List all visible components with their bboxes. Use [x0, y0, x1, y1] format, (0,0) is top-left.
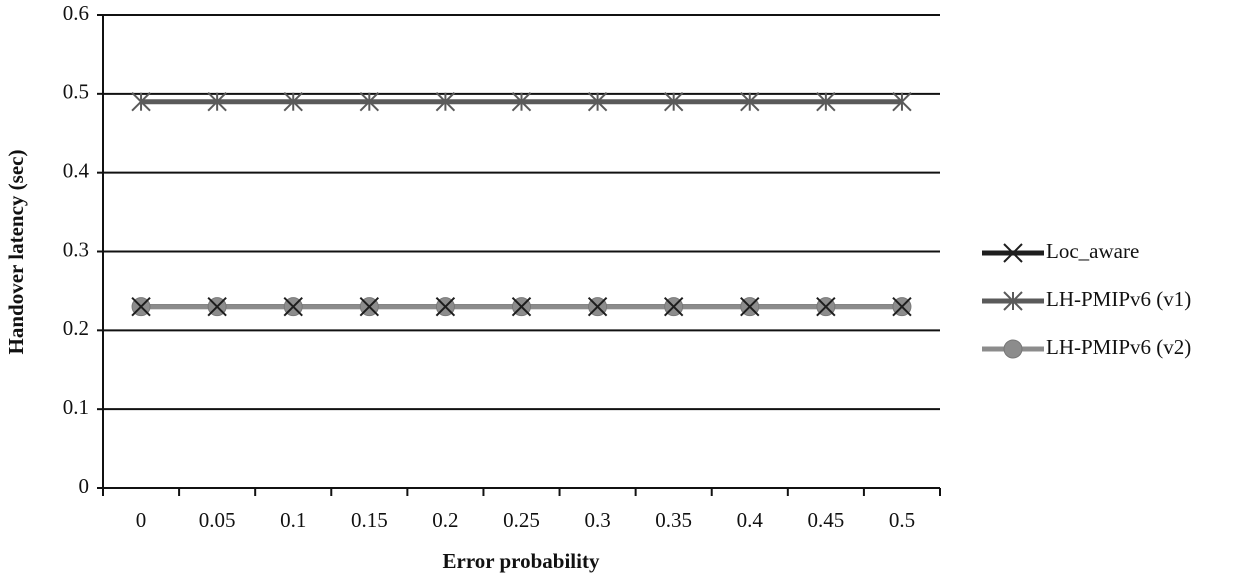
- marker-stroke: [359, 296, 380, 317]
- marker-stroke: [892, 296, 912, 317]
- marker: [511, 296, 532, 317]
- x-tick-label: 0.3: [584, 508, 610, 532]
- marker-stroke: [587, 296, 608, 317]
- x-tick-label: 0.4: [737, 508, 764, 532]
- x-tick-label: 0.45: [807, 508, 844, 532]
- x-tick-label: 0.15: [351, 508, 388, 532]
- y-tick-label: 0.3: [63, 237, 89, 261]
- x-tick-label: 0.5: [889, 508, 915, 532]
- y-tick-label: 0.6: [63, 1, 89, 25]
- x-tick-label: 0.05: [199, 508, 236, 532]
- marker-stroke: [740, 296, 760, 317]
- y-tick-label: 0: [79, 474, 90, 498]
- x-tick-label: 0.35: [655, 508, 692, 532]
- y-axis-label: Handover latency (sec): [4, 150, 28, 355]
- marker: [207, 92, 227, 112]
- y-tick-label: 0.1: [63, 395, 89, 419]
- marker: [892, 296, 912, 317]
- marker: [740, 296, 760, 317]
- marker: [663, 92, 684, 112]
- marker: [359, 296, 380, 317]
- legend-label: Loc_aware: [1046, 239, 1139, 263]
- x-tick-label: 0: [136, 508, 147, 532]
- y-tick-label: 0.2: [63, 316, 89, 340]
- legend-label: LH-PMIPv6 (v2): [1046, 335, 1191, 359]
- marker: [207, 296, 227, 317]
- x-axis-label: Error probability: [443, 549, 600, 573]
- legend-marker: [1003, 291, 1023, 311]
- marker: [663, 296, 684, 317]
- y-tick-label: 0.5: [63, 80, 89, 104]
- marker-stroke: [663, 296, 684, 317]
- x-tick-label: 0.1: [280, 508, 306, 532]
- marker: [740, 92, 760, 112]
- marker-stroke: [816, 296, 836, 317]
- x-tick-label: 0.25: [503, 508, 540, 532]
- marker: [435, 92, 456, 112]
- marker-circle: [1003, 339, 1023, 359]
- marker: [131, 296, 151, 317]
- x-tick-label: 0.2: [432, 508, 458, 532]
- marker: [587, 92, 608, 112]
- marker: [131, 92, 151, 112]
- marker-stroke: [283, 296, 303, 317]
- y-tick-label: 0.4: [63, 158, 90, 182]
- marker: [511, 92, 532, 112]
- marker: [816, 296, 836, 317]
- legend-marker: [1003, 243, 1023, 263]
- legend-marker: [1003, 339, 1023, 359]
- marker-stroke: [1003, 243, 1023, 263]
- marker: [359, 92, 380, 112]
- marker-stroke: [435, 296, 456, 317]
- marker: [435, 296, 456, 317]
- marker: [816, 92, 836, 112]
- marker: [892, 92, 912, 112]
- marker: [587, 296, 608, 317]
- marker: [283, 92, 303, 112]
- marker: [283, 296, 303, 317]
- marker-stroke: [207, 296, 227, 317]
- marker-stroke: [131, 296, 151, 317]
- legend-label: LH-PMIPv6 (v1): [1046, 287, 1191, 311]
- marker-stroke: [511, 296, 532, 317]
